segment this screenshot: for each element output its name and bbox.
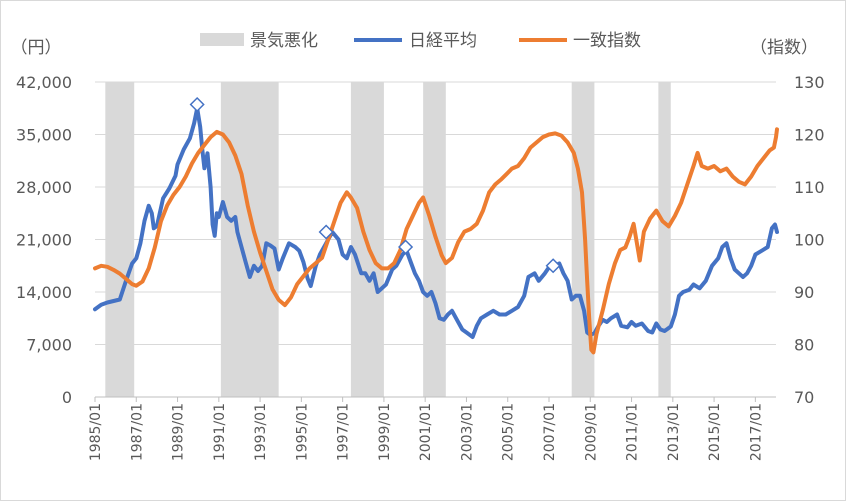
x-tick-label: 1989/01 (171, 403, 187, 461)
x-tick-label: 1997/01 (336, 403, 352, 461)
left-tick-label: 0 (62, 388, 72, 407)
peak-marker (318, 224, 334, 240)
series-line-nikkei (93, 106, 779, 339)
x-tick-label: 1991/01 (212, 403, 228, 461)
x-tick-label: 2013/01 (666, 403, 682, 461)
legend-swatch-recession (200, 33, 244, 46)
left-tick-label: 42,000 (16, 73, 72, 92)
x-tick-label: 1995/01 (294, 403, 310, 461)
right-tick-label: 90 (794, 283, 814, 302)
x-tick-label: 1985/01 (88, 403, 104, 461)
right-tick-label: 120 (794, 126, 825, 145)
peak-marker (398, 239, 414, 255)
right-tick-label: 110 (794, 178, 825, 197)
x-tick-label: 2017/01 (748, 403, 764, 461)
right-tick-label: 130 (794, 73, 825, 92)
x-tick-label: 2007/01 (542, 403, 558, 461)
x-tick-label: 2003/01 (459, 403, 475, 461)
peak-marker (545, 258, 561, 274)
left-axis-unit: （円） (11, 38, 62, 58)
right-axis-unit: （指数） (750, 38, 818, 58)
x-tick-label: 2009/01 (583, 403, 599, 461)
x-tick-label: 2001/01 (418, 403, 434, 461)
legend-label-recession: 景気悪化 (250, 31, 318, 51)
series-lines (93, 106, 779, 355)
left-tick-label: 21,000 (16, 231, 72, 250)
legend-label-nikkei: 日経平均 (409, 31, 477, 51)
left-tick-label: 14,000 (16, 283, 72, 302)
left-tick-label: 28,000 (16, 178, 72, 197)
x-tick-label: 2011/01 (625, 403, 641, 461)
x-tick-label: 1987/01 (129, 403, 145, 461)
legend-label-coincident: 一致指数 (573, 31, 641, 51)
x-tick-label: 1993/01 (253, 403, 269, 461)
peak-marker (189, 96, 205, 113)
x-tick-label: 1999/01 (377, 403, 393, 461)
series-line-coincident (93, 127, 779, 355)
x-tick-label: 2005/01 (501, 403, 517, 461)
left-tick-label: 7,000 (26, 336, 72, 355)
right-tick-label: 70 (794, 388, 814, 407)
legend: 景気悪化 日経平均 一致指数 (200, 31, 641, 51)
axes: 0 70 7,000 80 14,000 90 21,000 100 28,000 110 35,0… (16, 73, 825, 461)
gridlines (95, 81, 776, 345)
right-tick-label: 80 (794, 336, 814, 355)
x-tick-label: 2015/01 (707, 403, 723, 461)
left-tick-label: 35,000 (16, 126, 72, 145)
peak-markers (189, 96, 561, 274)
right-tick-label: 100 (794, 231, 825, 250)
